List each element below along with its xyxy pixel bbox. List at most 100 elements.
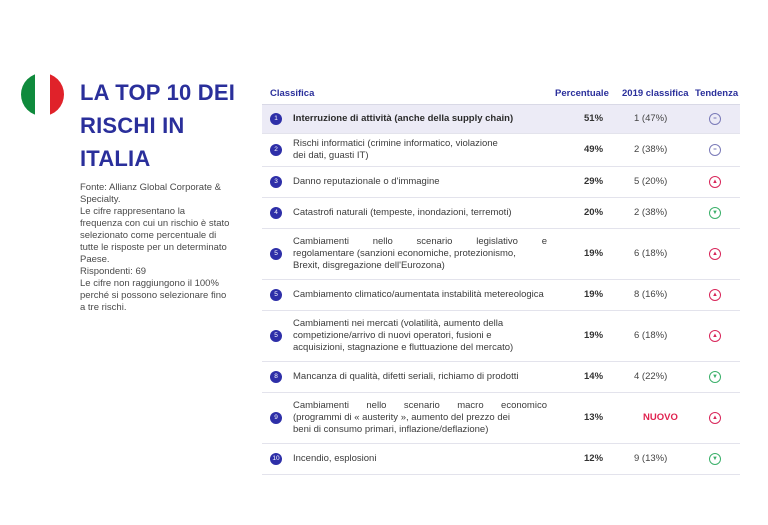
percentage-value: 29% (584, 176, 604, 187)
risk-line: Cambiamenti nello scenario legislativo e (293, 236, 547, 247)
risk-description: Cambiamenti nei mercati (volatilità, aum… (293, 318, 547, 354)
source-line: frequenza con cui un rischio è stato (80, 218, 230, 229)
source-line: Fonte: Allianz Global Corporate & (80, 182, 221, 193)
page-title: LA TOP 10 DEI RISCHI IN ITALIA (80, 76, 250, 175)
title-line: ITALIA (80, 146, 151, 171)
rank-badge: 2 (270, 144, 282, 156)
rank-badge: 10 (270, 453, 282, 465)
rank-badge: 4 (270, 207, 282, 219)
italy-flag-icon (21, 73, 64, 116)
source-line: tutte le risposte per un determinato (80, 242, 227, 253)
risk-line: Mancanza di qualità, difetti seriali, ri… (293, 371, 519, 382)
risk-line: Incendio, esplosioni (293, 453, 377, 464)
percentage-value: 19% (584, 330, 604, 341)
risk-line: Rischi informatici (crimine informatico,… (293, 138, 498, 149)
header-tendenza: Tendenza (695, 88, 739, 99)
percentage-value: 13% (584, 412, 604, 423)
rank-badge: 1 (270, 113, 282, 125)
source-line: Specialty. (80, 194, 121, 205)
new-entry-label: NUOVO (643, 412, 678, 423)
arrow-up-icon: ▲ (709, 176, 721, 188)
rank-2019-value: 2 (38%) (634, 207, 668, 218)
risk-line: Cambiamento climatico/aumentata instabil… (293, 289, 544, 300)
rank-badge: 8 (270, 371, 282, 383)
percentage-value: 14% (584, 371, 604, 382)
risk-description: Cambiamenti nello scenario macro economi… (293, 400, 547, 436)
table-header: Classifica Percentuale 2019 classifica T… (262, 82, 740, 105)
rank-2019-value: 5 (20%) (634, 176, 668, 187)
risk-description: Catastrofi naturali (tempeste, inondazio… (293, 207, 547, 219)
percentage-value: 12% (584, 453, 604, 464)
arrow-down-icon: ▼ (709, 453, 721, 465)
percentage-value: 51% (584, 113, 604, 124)
rank-2019-value: 9 (13%) (634, 453, 668, 464)
risk-line: acquisizioni, stagnazione e fluttuazione… (293, 342, 514, 353)
rank-2019-value: 2 (38%) (634, 144, 668, 155)
risk-line: beni di consumo primari, inflazione/defl… (293, 424, 489, 435)
table-row: 3 Danno reputazionale o d'immagine 29% 5 (2… (262, 167, 740, 198)
rank-badge: 3 (270, 176, 282, 188)
risk-line: dei dati, guasti IT) (293, 150, 369, 161)
table-row: 5 Cambiamenti nello scenario legislativo … (262, 229, 740, 280)
table-row: 5 Cambiamento climatico/aumentata instabi… (262, 280, 740, 311)
source-line: Paese. (80, 254, 110, 265)
arrow-up-icon: ▲ (709, 412, 721, 424)
risk-line: Interruzione di attività (anche della su… (293, 113, 514, 124)
source-line: a tre rischi. (80, 302, 127, 313)
source-line: selezionato come percentuale di (80, 230, 217, 241)
rank-2019-value: 4 (22%) (634, 371, 668, 382)
title-line: RISCHI IN (80, 113, 185, 138)
risk-description: Danno reputazionale o d'immagine (293, 176, 547, 188)
percentage-value: 49% (584, 144, 604, 155)
risk-line: Catastrofi naturali (tempeste, inondazio… (293, 207, 512, 218)
risk-description: Rischi informatici (crimine informatico,… (293, 138, 547, 162)
rank-2019-value: 6 (18%) (634, 248, 668, 259)
risk-description: Incendio, esplosioni (293, 453, 547, 465)
source-line: Rispondenti: 69 (80, 266, 147, 277)
table-row: 1 Interruzione di attività (anche della s… (262, 105, 740, 134)
rank-badge: 9 (270, 412, 282, 424)
risk-description: Cambiamenti nello scenario legislativo e… (293, 236, 547, 272)
header-2019-classifica: 2019 classifica (622, 88, 689, 99)
table-row: 8 Mancanza di qualità, difetti seriali, r… (262, 362, 740, 393)
source-line: perché si possono selezionare fino (80, 290, 227, 301)
header-percentuale: Percentuale (555, 88, 609, 99)
source-line: Le cifre rappresentano la (80, 206, 186, 217)
source-note: Fonte: Allianz Global Corporate & Specia… (80, 182, 248, 314)
percentage-value: 19% (584, 289, 604, 300)
arrow-up-icon: ▲ (709, 330, 721, 342)
table-row: 2 Rischi informatici (crimine informatico… (262, 134, 740, 167)
risk-line: Cambiamenti nello scenario macro economi… (293, 400, 547, 411)
rank-badge: 5 (270, 248, 282, 260)
risk-line: Danno reputazionale o d'immagine (293, 176, 440, 187)
arrow-down-icon: ▼ (709, 371, 721, 383)
table-row: 9 Cambiamenti nello scenario macro econom… (262, 393, 740, 444)
risk-description: Cambiamento climatico/aumentata instabil… (293, 289, 547, 301)
rank-2019-value: 8 (16%) (634, 289, 668, 300)
risk-line: Cambiamenti nei mercati (volatilità, aum… (293, 318, 504, 329)
percentage-value: 19% (584, 248, 604, 259)
risk-description: Interruzione di attività (anche della su… (293, 113, 547, 125)
rank-2019-value: 1 (47%) (634, 113, 668, 124)
source-line: Le cifre non raggiungono il 100% (80, 278, 219, 289)
risk-description: Mancanza di qualità, difetti seriali, ri… (293, 371, 547, 383)
percentage-value: 20% (584, 207, 604, 218)
risk-line: regolamentare (sanzioni economiche, prot… (293, 248, 516, 259)
arrow-up-icon: ▲ (709, 289, 721, 301)
rank-badge: 5 (270, 289, 282, 301)
table-row: 5 Cambiamenti nei mercati (volatilità, au… (262, 311, 740, 362)
rank-2019-value: 6 (18%) (634, 330, 668, 341)
risk-line: competizione/arrivo di nuovi operatori, … (293, 330, 492, 341)
title-line: LA TOP 10 DEI (80, 80, 236, 105)
table-row: 4 Catastrofi naturali (tempeste, inondazi… (262, 198, 740, 229)
arrow-up-icon: ▲ (709, 248, 721, 260)
header-classifica: Classifica (270, 88, 315, 99)
risk-table: Classifica Percentuale 2019 classifica T… (262, 82, 740, 475)
equal-icon: = (709, 113, 721, 125)
risk-line: Brexit, disgregazione dell'Eurozona) (293, 260, 445, 271)
risk-line: (programmi di « austerity », aumento del… (293, 412, 511, 423)
arrow-down-icon: ▼ (709, 207, 721, 219)
equal-icon: = (709, 144, 721, 156)
rank-badge: 5 (270, 330, 282, 342)
table-row: 10 Incendio, esplosioni 12% 9 (13%) ▼ (262, 444, 740, 475)
